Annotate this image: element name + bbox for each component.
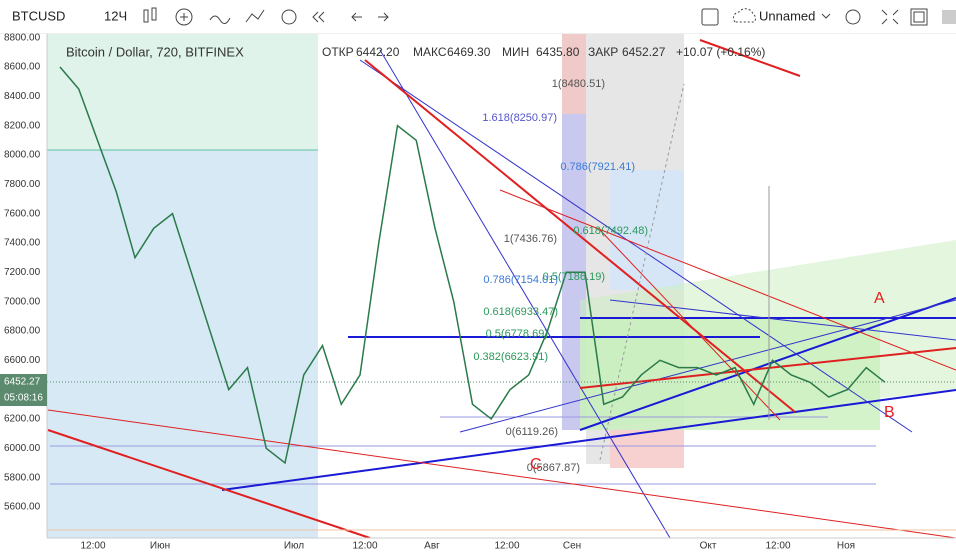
- price-tick-label: 8000.00: [4, 150, 41, 161]
- price-tick-label: 7400.00: [4, 238, 41, 249]
- time-tick-label: Авг: [424, 541, 440, 552]
- fib-label: 0(6119.26): [506, 426, 558, 438]
- price-tick-label: 5800.00: [4, 472, 41, 483]
- time-tick-label: 12:00: [80, 541, 105, 552]
- layout-name[interactable]: Unnamed: [759, 8, 815, 23]
- price-tick-label: 5600.00: [4, 502, 41, 513]
- time-tick-label: Июн: [150, 541, 170, 552]
- countdown: 05:08:16: [4, 393, 43, 404]
- axes: 8800.00 8600.00 8400.00 8200.00 8000.00 7800.…: [4, 32, 855, 551]
- symbol[interactable]: BTCUSD: [12, 8, 65, 23]
- ohlc-value: 6435.80: [536, 45, 580, 59]
- fib-label: 0.382(6623.91): [473, 351, 548, 363]
- fib-label: 0.786(7154.01): [483, 274, 558, 286]
- price-tick-label: 7600.00: [4, 208, 41, 219]
- time-tick-label: Окт: [700, 541, 717, 552]
- annotation: A: [874, 290, 885, 307]
- toolbar: [0, 0, 956, 34]
- toolbar-icons[interactable]: [143, 7, 956, 26]
- annotation: B: [884, 404, 895, 421]
- time-axis: [0, 538, 956, 552]
- price-tick-label: 7800.00: [4, 179, 41, 190]
- ohlc-label: МИН: [502, 45, 529, 59]
- fib-label: 0.618(6933.47): [483, 306, 558, 318]
- price-tick-label: 7200.00: [4, 267, 41, 278]
- fib-label: 0.786(7921.41): [560, 161, 635, 173]
- time-tick-label: Ноя: [837, 541, 855, 552]
- ohlc-label: ЗАКР: [588, 45, 618, 59]
- annotation: C: [530, 456, 542, 473]
- price-line: [59, 66, 886, 465]
- ohlc-label: МАКС: [413, 45, 447, 59]
- current-price: 6452.27: [4, 377, 41, 388]
- legend-ohlc: ОТКР 6442.20 МАКС 6469.30 МИН 6435.80 ЗАКР 6452…: [322, 45, 666, 59]
- price-axis: [0, 34, 47, 538]
- price-tick-label: 6600.00: [4, 355, 41, 366]
- interval[interactable]: 12Ч: [104, 8, 127, 23]
- price-tick-label: 6200.00: [4, 414, 41, 425]
- legend-title: Bitcoin / Dollar, 720, BITFINEX: [66, 44, 244, 59]
- price-tick-label: 8400.00: [4, 91, 41, 102]
- time-tick-label: 12:00: [494, 541, 519, 552]
- fib-label: 1.618(8250.97): [482, 112, 557, 124]
- fib-label: 0.5(7186.19): [543, 271, 605, 283]
- legend-change: +10.07 (+0.16%): [676, 45, 765, 59]
- fib-label: 1(7436.76): [504, 233, 557, 245]
- ohlc-label: ОТКР: [322, 45, 354, 59]
- time-tick-label: 12:00: [765, 541, 790, 552]
- fib-label: 0.618(7492.48): [573, 225, 648, 237]
- fib-label: 1(8480.51): [552, 78, 605, 90]
- chart-area: [47, 34, 956, 539]
- fib-label: 0.5(6778.69): [486, 328, 548, 340]
- time-tick-label: 12:00: [352, 541, 377, 552]
- price-tick-label: 7000.00: [4, 296, 41, 307]
- fib-label: 0(5867.87): [527, 462, 580, 474]
- ohlc-value: 6469.30: [447, 45, 491, 59]
- price-tick-label: 6800.00: [4, 326, 41, 337]
- ohlc-value: 6452.27: [622, 45, 666, 59]
- ohlc-value: 6442.20: [356, 45, 400, 59]
- price-tick-label: 6000.00: [4, 443, 41, 454]
- time-tick-label: Июл: [284, 541, 304, 552]
- price-marks: 1(8480.51) 1.618(8250.97) 0.786(7921.41) 0.…: [59, 66, 895, 474]
- time-tick-label: Сен: [563, 541, 581, 552]
- current-price-box: [0, 374, 47, 406]
- price-tick-label: 8200.00: [4, 120, 41, 131]
- price-tick-label: 8600.00: [4, 62, 41, 73]
- price-tick-label: 8800.00: [4, 32, 41, 43]
